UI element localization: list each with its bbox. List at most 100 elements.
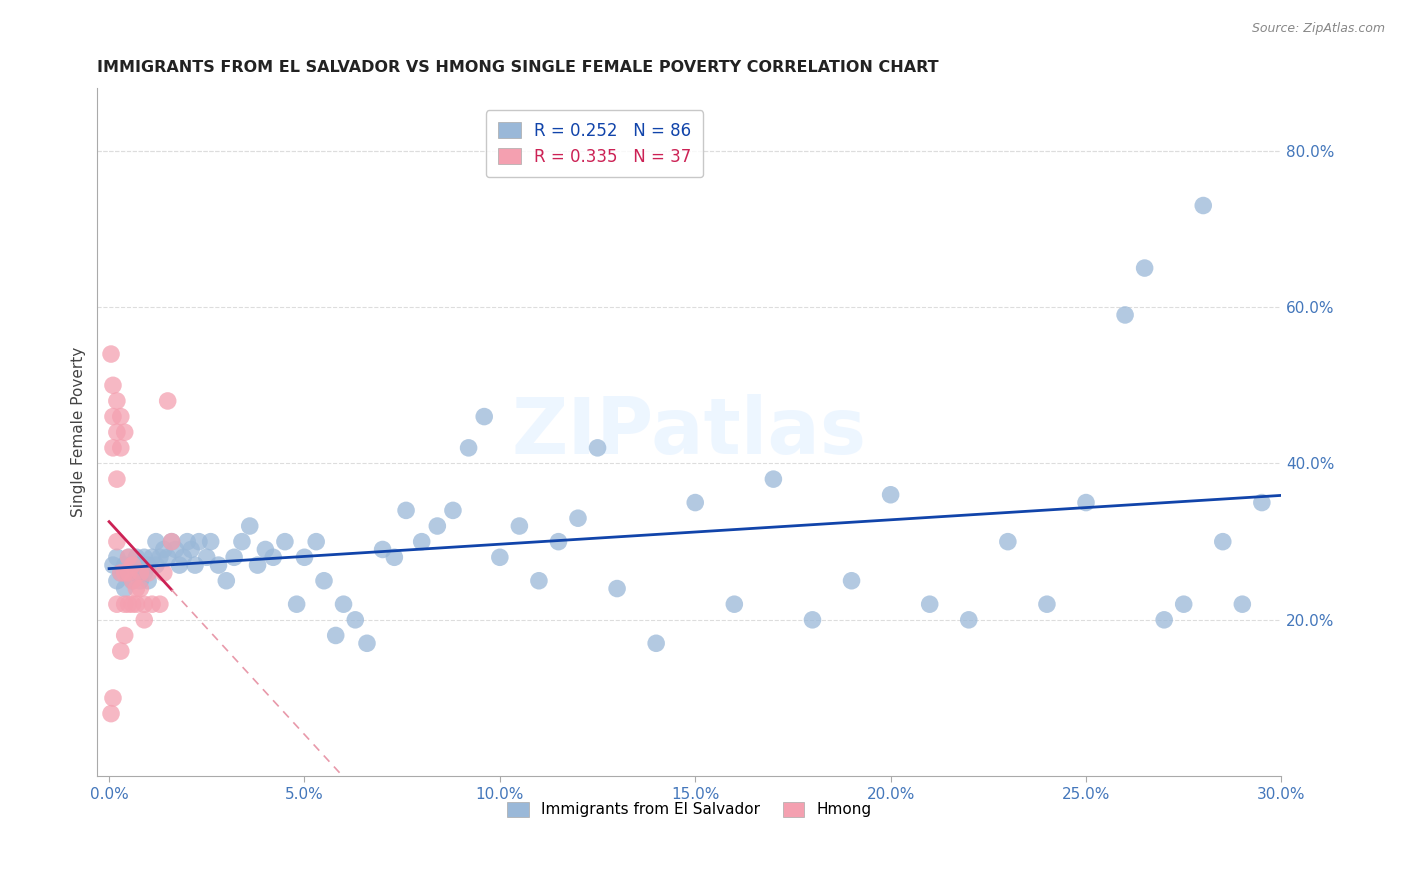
Point — [141, 597, 163, 611]
Point — [382, 550, 405, 565]
Point — [1133, 261, 1156, 276]
Point — [117, 566, 139, 580]
Text: IMMIGRANTS FROM EL SALVADOR VS HMONG SINGLE FEMALE POVERTY CORRELATION CHART: IMMIGRANTS FROM EL SALVADOR VS HMONG SIN… — [97, 60, 939, 75]
Point — [125, 566, 148, 580]
Point — [1232, 597, 1254, 611]
Point — [997, 534, 1019, 549]
Point — [215, 574, 238, 588]
Point — [101, 691, 124, 706]
Point — [457, 441, 479, 455]
Point — [395, 503, 418, 517]
Point — [129, 558, 152, 573]
Point — [121, 574, 143, 588]
Point — [136, 574, 159, 588]
Point — [105, 574, 128, 588]
Point — [274, 534, 297, 549]
Point — [411, 534, 433, 549]
Point — [207, 558, 229, 573]
Point — [567, 511, 589, 525]
Point — [114, 628, 136, 642]
Point — [1250, 495, 1272, 509]
Point — [176, 534, 198, 549]
Point — [312, 574, 335, 588]
Point — [145, 558, 167, 573]
Point — [224, 550, 246, 565]
Point — [586, 441, 609, 455]
Point — [100, 347, 122, 361]
Point — [441, 503, 464, 517]
Point — [110, 441, 132, 455]
Y-axis label: Single Female Poverty: Single Female Poverty — [72, 347, 86, 517]
Point — [117, 566, 139, 580]
Point — [110, 566, 132, 580]
Point — [149, 550, 172, 565]
Text: ZIPatlas: ZIPatlas — [512, 394, 868, 470]
Point — [1074, 495, 1097, 509]
Point — [160, 534, 183, 549]
Point — [184, 558, 207, 573]
Point — [145, 534, 167, 549]
Point — [121, 558, 143, 573]
Point — [489, 550, 512, 565]
Point — [918, 597, 941, 611]
Point — [105, 425, 128, 440]
Point — [879, 488, 901, 502]
Point — [110, 409, 132, 424]
Point — [129, 566, 152, 580]
Point — [231, 534, 253, 549]
Point — [114, 558, 136, 573]
Point — [246, 558, 269, 573]
Point — [645, 636, 668, 650]
Point — [1173, 597, 1195, 611]
Legend: Immigrants from El Salvador, Hmong: Immigrants from El Salvador, Hmong — [501, 796, 877, 823]
Point — [121, 574, 143, 588]
Point — [547, 534, 569, 549]
Point — [110, 644, 132, 658]
Point — [1114, 308, 1136, 322]
Point — [110, 566, 132, 580]
Point — [188, 534, 211, 549]
Point — [105, 534, 128, 549]
Point — [683, 495, 706, 509]
Point — [121, 597, 143, 611]
Point — [117, 550, 139, 565]
Point — [129, 582, 152, 596]
Point — [125, 582, 148, 596]
Point — [165, 542, 187, 557]
Point — [136, 558, 159, 573]
Point — [149, 597, 172, 611]
Text: Source: ZipAtlas.com: Source: ZipAtlas.com — [1251, 22, 1385, 36]
Point — [262, 550, 284, 565]
Point — [134, 550, 156, 565]
Point — [152, 566, 174, 580]
Point — [136, 566, 159, 580]
Point — [117, 597, 139, 611]
Point — [841, 574, 863, 588]
Point — [294, 550, 316, 565]
Point — [101, 441, 124, 455]
Point — [957, 613, 980, 627]
Point — [134, 566, 156, 580]
Point — [1212, 534, 1234, 549]
Point — [527, 574, 550, 588]
Point — [762, 472, 785, 486]
Point — [239, 519, 262, 533]
Point — [200, 534, 222, 549]
Point — [152, 542, 174, 557]
Point — [156, 550, 179, 565]
Point — [105, 597, 128, 611]
Point — [325, 628, 347, 642]
Point — [305, 534, 328, 549]
Point — [195, 550, 218, 565]
Point — [1036, 597, 1059, 611]
Point — [105, 393, 128, 408]
Point — [344, 613, 367, 627]
Point — [1153, 613, 1175, 627]
Point — [125, 550, 148, 565]
Point — [180, 542, 202, 557]
Point — [723, 597, 745, 611]
Point — [117, 550, 139, 565]
Point — [801, 613, 824, 627]
Point — [606, 582, 628, 596]
Point — [172, 550, 194, 565]
